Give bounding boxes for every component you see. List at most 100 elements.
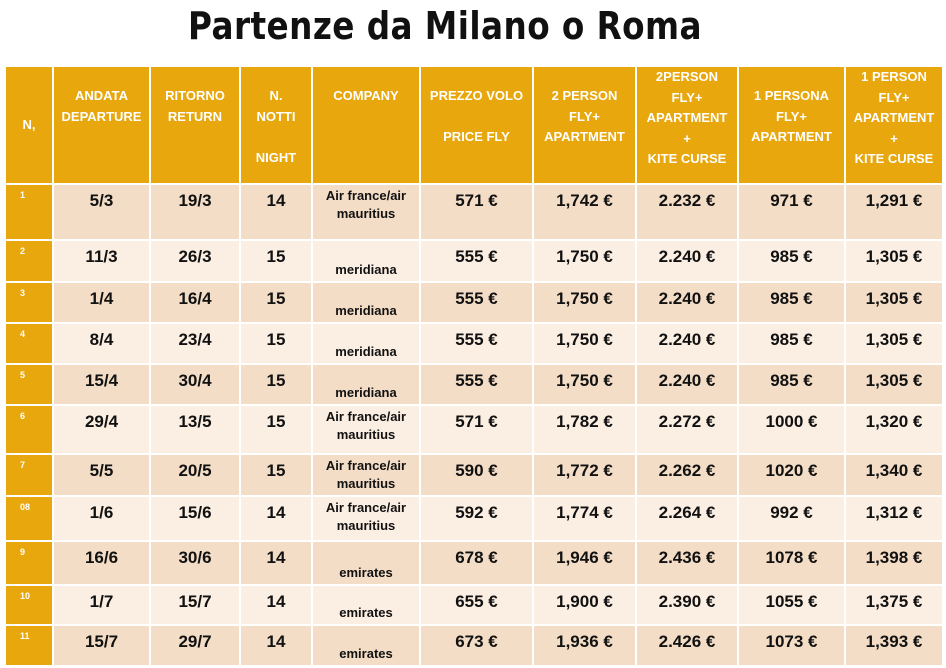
price-2person: 1,742 € [532,183,637,241]
airline-company: Air france/air mauritius [311,453,421,497]
airline-company: meridiana [311,281,421,324]
price-2person-kite: 2.240 € [635,363,739,406]
departure-date: 8/4 [52,322,151,365]
table-row: 4 8/4 23/4 15 meridiana 555 €1,750 €2.240 €98… [4,322,944,365]
col-header-1person-kite: 1 PERSON FLY+ APARTMENT + KITE CURSE [844,65,944,185]
price-1person-kite: 1,305 € [844,322,944,365]
price-2person: 1,750 € [532,322,637,365]
company-line-1: emirates [339,605,393,620]
nights-count: 15 [239,239,313,283]
col-header-2person-kite: 2PERSON FLY+ APARTMENT + KITE CURSE [635,65,739,185]
price-2person-kite: 2.436 € [635,540,739,586]
col-header-1person: 1 PERSONA FLY+ APARTMENT [737,65,846,185]
airline-company: emirates [311,624,421,667]
company-line-2: mauritius [336,427,396,442]
airline-company: meridiana [311,363,421,406]
col-header-departure: ANDATA DEPARTURE [52,65,151,185]
price-1person-kite: 1,312 € [844,495,944,542]
row-index: 9 [4,540,54,586]
table-row: 3 1/4 16/4 15 meridiana 555 €1,750 €2.240 €98… [4,281,944,324]
price-1person-kite: 1,305 € [844,281,944,324]
price-1person-kite: 1,305 € [844,363,944,406]
price-2person: 1,900 € [532,584,637,626]
row-index: 1 [4,183,54,241]
price-2person-kite: 2.264 € [635,495,739,542]
departures-table: N, ANDATA DEPARTURE RITORNO RETURN N. NO… [4,65,944,667]
nights-count: 15 [239,404,313,455]
airline-company: Air france/air mauritius [311,183,421,241]
table-row: 10 1/7 15/7 14 emirates 655 €1,900 €2.390 €10… [4,584,944,626]
departure-date: 5/3 [52,183,151,241]
table-row: 9 16/6 30/6 14 emirates 678 €1,946 €2.436 €10… [4,540,944,586]
table-row: 7 5/5 20/5 15 Air france/air mauritius 590 €1,… [4,453,944,497]
row-index: 7 [4,453,54,497]
price-fly: 655 € [419,584,534,626]
company-line-1: meridiana [335,344,397,359]
price-2person: 1,936 € [532,624,637,667]
price-1person: 1055 € [737,584,846,626]
col-header-nights: N. NOTTI NIGHT [239,65,313,185]
return-date: 19/3 [149,183,241,241]
col-header-company: COMPANY [311,65,421,185]
price-1person: 985 € [737,239,846,283]
return-date: 16/4 [149,281,241,324]
price-2person: 1,946 € [532,540,637,586]
table-row: 1 5/3 19/3 14 Air france/air mauritius 571 €1,… [4,183,944,241]
return-date: 29/7 [149,624,241,667]
price-fly: 673 € [419,624,534,667]
company-line-1: Air france/air [325,500,407,515]
nights-count: 14 [239,183,313,241]
company-line-1: emirates [339,565,393,580]
table-row: 08 1/6 15/6 14 Air france/air mauritius 592 €1… [4,495,944,542]
price-2person-kite: 2.232 € [635,183,739,241]
row-index: 11 [4,624,54,667]
price-1person: 1073 € [737,624,846,667]
price-fly: 590 € [419,453,534,497]
company-line-1: meridiana [335,262,397,277]
departure-date: 1/7 [52,584,151,626]
price-1person-kite: 1,375 € [844,584,944,626]
company-line-1: Air france/air [325,458,407,473]
return-date: 30/6 [149,540,241,586]
price-1person: 985 € [737,322,846,365]
nights-count: 15 [239,363,313,406]
price-fly: 678 € [419,540,534,586]
departure-date: 5/5 [52,453,151,497]
row-index: 2 [4,239,54,283]
return-date: 23/4 [149,322,241,365]
table-row: 6 29/4 13/5 15 Air france/air mauritius 571 €1… [4,404,944,455]
airline-company: meridiana [311,322,421,365]
page-title: Partenze da Milano o Roma [187,4,703,48]
price-1person-kite: 1,398 € [844,540,944,586]
row-index: 10 [4,584,54,626]
company-line-2: mauritius [336,206,396,221]
table-row: 11 15/7 29/7 14 emirates 673 €1,936 €2.426 €1… [4,624,944,667]
company-line-1: emirates [339,646,393,661]
price-2person-kite: 2.240 € [635,322,739,365]
nights-count: 14 [239,540,313,586]
row-index: 3 [4,281,54,324]
company-line-1: Air france/air [325,188,407,203]
price-2person-kite: 2.240 € [635,281,739,324]
price-1person: 985 € [737,363,846,406]
return-date: 13/5 [149,404,241,455]
price-2person: 1,772 € [532,453,637,497]
price-2person-kite: 2.390 € [635,584,739,626]
departure-date: 1/4 [52,281,151,324]
nights-count: 14 [239,495,313,542]
price-1person: 971 € [737,183,846,241]
price-1person: 1078 € [737,540,846,586]
airline-company: meridiana [311,239,421,283]
price-fly: 555 € [419,281,534,324]
departure-date: 15/4 [52,363,151,406]
price-fly: 571 € [419,183,534,241]
price-fly: 555 € [419,239,534,283]
departure-date: 29/4 [52,404,151,455]
row-index: 4 [4,322,54,365]
row-index: 5 [4,363,54,406]
price-1person: 985 € [737,281,846,324]
price-fly: 555 € [419,363,534,406]
price-2person-kite: 2.272 € [635,404,739,455]
company-line-1: meridiana [335,385,397,400]
price-2person-kite: 2.240 € [635,239,739,283]
